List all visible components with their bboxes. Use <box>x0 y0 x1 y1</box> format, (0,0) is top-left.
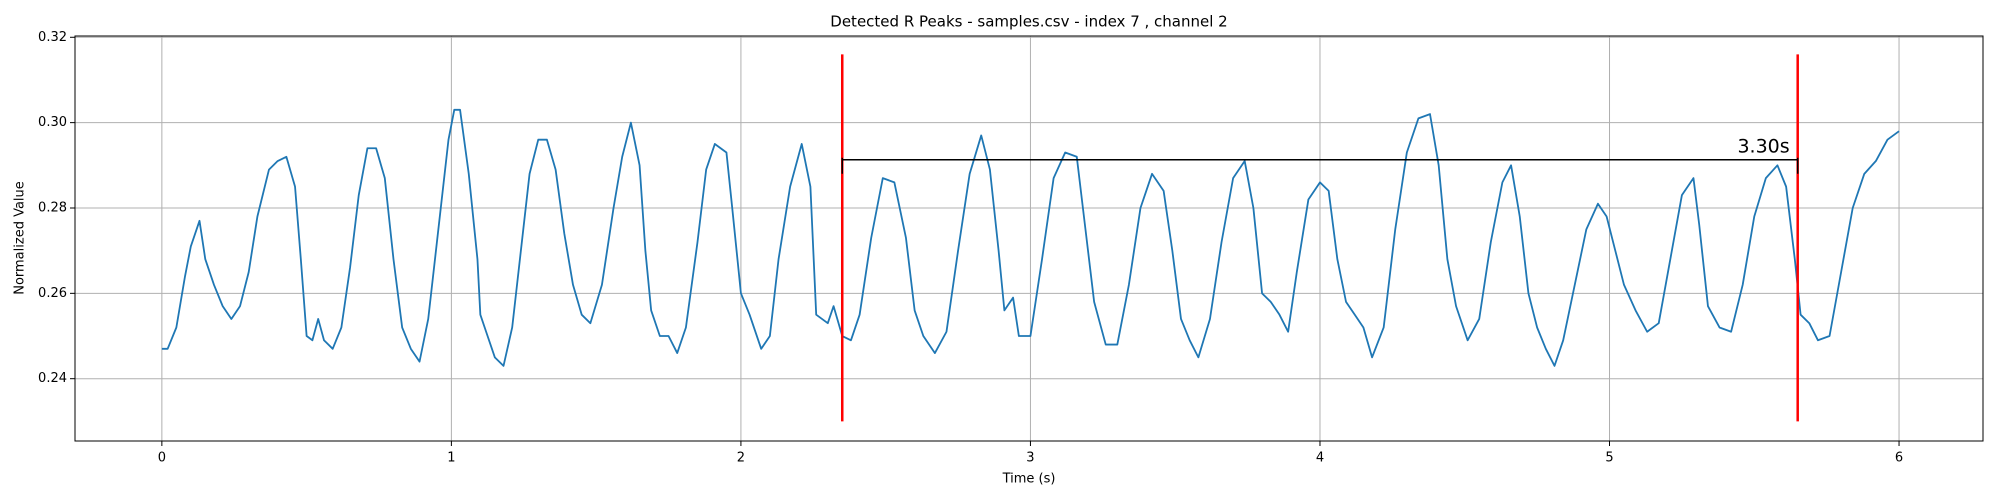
x-tick-label: 4 <box>1316 451 1324 466</box>
x-tick-label: 5 <box>1605 451 1613 466</box>
x-tick-label: 0 <box>158 451 166 466</box>
x-tick-label: 1 <box>447 451 455 466</box>
y-tick-label: 0.24 <box>38 371 67 386</box>
plot-frame <box>74 35 1984 442</box>
x-tick-label: 3 <box>1026 451 1034 466</box>
y-tick-label: 0.26 <box>38 286 67 301</box>
interval-label: 3.30s <box>1737 135 1789 157</box>
x-tick-label: 2 <box>737 451 745 466</box>
y-axis-label: Normalized Value <box>13 181 28 295</box>
y-tick-label: 0.30 <box>38 115 67 130</box>
chart-title: Detected R Peaks - samples.csv - index 7… <box>830 13 1227 31</box>
x-tick-label: 6 <box>1895 451 1903 466</box>
signal-line <box>161 108 1900 367</box>
x-axis-label: Time (s) <box>1002 472 1056 487</box>
y-tick-label: 0.32 <box>38 30 67 45</box>
y-tick-label: 0.28 <box>38 200 67 215</box>
